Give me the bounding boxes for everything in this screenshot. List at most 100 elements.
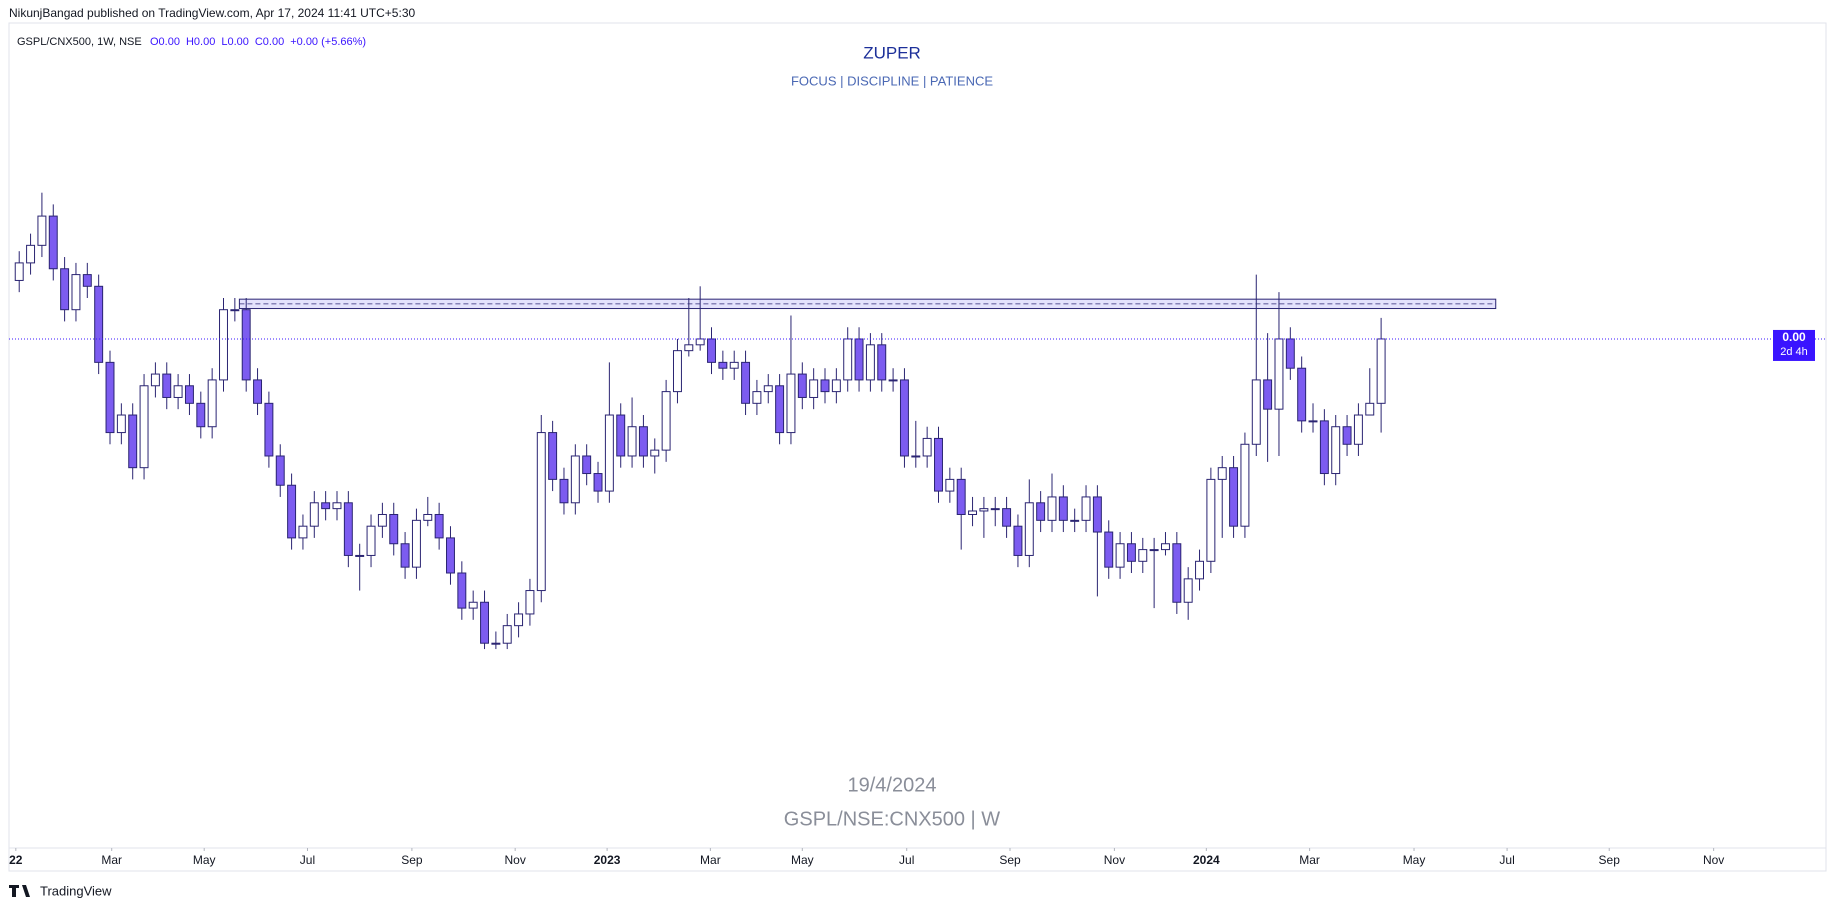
candle-body (1002, 508, 1012, 527)
candle-body (559, 478, 569, 504)
candle-body (922, 437, 932, 457)
candle-body (196, 402, 206, 428)
candle-body (593, 473, 603, 492)
candle-body (275, 455, 285, 486)
candle-body (105, 361, 115, 434)
candle-body (990, 508, 1000, 511)
legend-ohlc: L0.00 (221, 36, 249, 48)
candle-body (1376, 338, 1386, 404)
legend-ohlc: H0.00 (186, 36, 215, 48)
candle-body (1138, 549, 1148, 562)
candle-body (968, 510, 978, 515)
candle-body (423, 513, 433, 521)
candle-body (775, 385, 785, 434)
candle-body (1195, 560, 1204, 580)
candle-body (831, 379, 841, 393)
candle-body (604, 414, 614, 492)
candle-body (945, 478, 955, 492)
candle-body (355, 554, 365, 557)
candle-body (1126, 543, 1136, 562)
candle-body (343, 502, 353, 556)
candle-body (865, 344, 875, 381)
candle-body (1365, 402, 1375, 416)
watermark-symbol: GSPL/NSE:CNX500 | W (784, 808, 1001, 830)
price-box (1773, 329, 1815, 361)
candle-body (377, 513, 387, 527)
candle-body (1342, 426, 1352, 445)
x-tick-label: Nov (505, 853, 526, 867)
candle-body (1172, 543, 1182, 603)
candle-body (911, 455, 921, 458)
candle-body (389, 513, 399, 545)
x-tick-label: Sep (1599, 853, 1621, 867)
candle-body (14, 262, 24, 281)
candle-body (899, 379, 909, 457)
candle-body (1263, 379, 1273, 410)
candle-body (71, 274, 81, 311)
candle-body (94, 285, 104, 363)
candle-body (173, 385, 183, 398)
candle-body (1331, 426, 1341, 475)
candle-body (1161, 543, 1170, 551)
candle-body (332, 502, 342, 510)
candle-body (888, 379, 898, 382)
candle-body (934, 437, 943, 492)
chart-title: ZUPER (863, 43, 921, 62)
candle-body (468, 601, 478, 609)
candle-body (786, 373, 796, 434)
candle-body (548, 432, 558, 480)
candle-body (309, 502, 319, 527)
x-tick-label: Nov (1703, 853, 1724, 867)
candle-body (514, 613, 524, 627)
countdown: 2d 4h (1780, 346, 1808, 358)
candle-body (446, 537, 455, 574)
candle-body (150, 373, 160, 387)
candle-body (763, 385, 773, 393)
candle-body (457, 572, 467, 609)
x-tick-label: Nov (1104, 853, 1125, 867)
candle-body (139, 385, 149, 469)
watermark-date: 19/4/2024 (848, 774, 937, 796)
candle-body (1319, 420, 1329, 475)
candle-body (184, 385, 194, 404)
candle-body (752, 391, 762, 404)
candle-body (434, 513, 444, 539)
legend-ohlc: O0.00 (150, 36, 180, 48)
candle-body (502, 625, 512, 644)
candle-body (411, 519, 421, 568)
candle-body (48, 215, 58, 270)
x-tick-label: Mar (700, 853, 721, 867)
candle-body (1047, 496, 1057, 521)
candle-body (1251, 379, 1261, 445)
candle-body (264, 402, 274, 457)
candle-body (1217, 467, 1227, 480)
header: NikunjBangad published on TradingView.co… (9, 6, 415, 20)
candle-body (1081, 496, 1091, 521)
x-tick-label: 22 (9, 853, 23, 867)
candle-body (820, 379, 830, 393)
candle-body (128, 414, 138, 469)
candle-body (741, 361, 751, 404)
candle-body (287, 484, 297, 539)
x-tick-label: 2024 (1193, 853, 1220, 867)
candle-body (661, 391, 671, 451)
candle-body (1036, 502, 1046, 521)
x-tick-label: Mar (1299, 853, 1320, 867)
candle-body (253, 379, 263, 404)
tv-logo (9, 885, 30, 897)
candle-body (525, 590, 535, 615)
legend-change: +0.00 (+5.66%) (290, 36, 366, 48)
x-tick-label: Jul (899, 853, 914, 867)
candle-body (1353, 414, 1363, 445)
candle-body (491, 642, 501, 645)
candle-body (627, 426, 637, 457)
x-tick-label: May (791, 853, 814, 867)
candle-body (1206, 478, 1216, 562)
candle-body (321, 502, 331, 510)
legend-ohlc: C0.00 (255, 36, 284, 48)
candle-body (797, 373, 807, 398)
legend-symbol: GSPL/CNX500, 1W, NSE (17, 36, 142, 48)
x-tick-label: Sep (999, 853, 1021, 867)
candle-body (684, 344, 694, 352)
